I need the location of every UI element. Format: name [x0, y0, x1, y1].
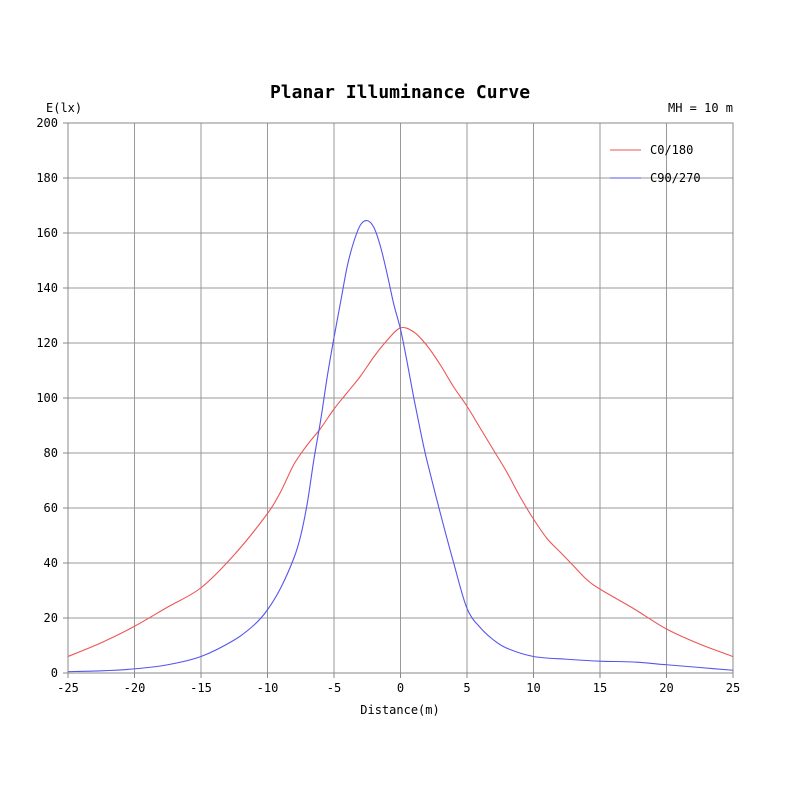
chart-title: Planar Illuminance Curve	[270, 82, 530, 103]
x-tick-label: -5	[327, 681, 341, 695]
series-line-c0-180	[67, 326, 734, 658]
y-tick-label: 180	[36, 171, 58, 185]
y-tick-label: 160	[36, 226, 58, 240]
y-tick-label: 200	[36, 116, 58, 130]
legend-label-c0-180: C0/180	[650, 143, 693, 157]
legend-label-c90-270: C90/270	[650, 171, 701, 185]
x-tick-label: 25	[726, 681, 740, 695]
y-tick-label: 40	[44, 556, 58, 570]
chart-subtitle: MH = 10 m	[668, 101, 733, 115]
x-tick-label: -15	[190, 681, 212, 695]
tick-layer: -25 -20 -15 -10 -5 0 5 10 15 20 25 0 20 40 60 80 100 120 1…	[36, 116, 740, 695]
x-tick-label: 10	[526, 681, 540, 695]
y-tick-label: 80	[44, 446, 58, 460]
y-tick-label: 60	[44, 501, 58, 515]
y-tick-label: 20	[44, 611, 58, 625]
series-line-c90-270	[67, 219, 734, 673]
x-tick-label: 5	[463, 681, 470, 695]
y-tick-label: 100	[36, 391, 58, 405]
x-tick-label: 15	[593, 681, 607, 695]
y-tick-label: 120	[36, 336, 58, 350]
x-tick-label: -20	[124, 681, 146, 695]
x-tick-label: 20	[659, 681, 673, 695]
y-tick-label: 0	[51, 666, 58, 680]
series-layer	[67, 219, 734, 673]
x-axis-label: Distance(m)	[360, 703, 439, 717]
x-tick-label: -25	[57, 681, 79, 695]
x-tick-label: 0	[397, 681, 404, 695]
y-axis-label: E(lx)	[46, 101, 82, 115]
y-tick-label: 140	[36, 281, 58, 295]
x-tick-label: -10	[257, 681, 279, 695]
legend: C0/180 C90/270	[610, 143, 701, 185]
